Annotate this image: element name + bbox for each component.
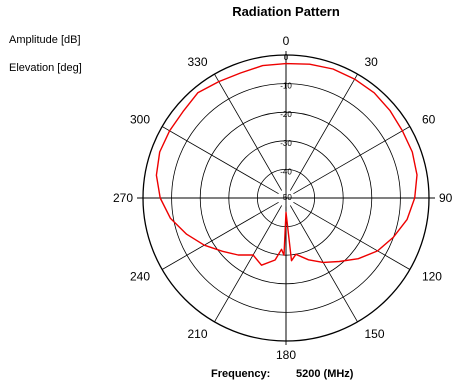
radial-tick-label: 0 — [284, 53, 289, 62]
frequency-value: 5200 (MHz) — [296, 368, 354, 380]
grid-spoke — [293, 126, 411, 195]
grid-spoke — [289, 205, 358, 323]
angle-tick-label: 210 — [187, 327, 207, 341]
polar-grid — [137, 51, 435, 345]
pattern-line — [155, 62, 418, 266]
grid-spoke — [289, 73, 358, 191]
radial-tick-labels: 0 -10 -20 -30 -40 -50 — [280, 53, 292, 202]
series-layer — [155, 62, 418, 266]
radial-tick-label: -30 — [280, 139, 292, 148]
elevation-label: Elevation [deg] — [9, 62, 82, 74]
angle-tick-label: 0 — [283, 34, 290, 48]
angle-tick-label: 330 — [187, 55, 207, 69]
radial-tick-label: -10 — [280, 82, 292, 91]
angle-tick-label: 300 — [130, 113, 150, 127]
radial-tick-label: -20 — [280, 110, 292, 119]
angle-tick-label: 240 — [130, 270, 150, 284]
angle-tick-label: 150 — [365, 327, 385, 341]
grid-spoke — [161, 126, 279, 195]
amplitude-label: Amplitude [dB] — [9, 34, 81, 46]
radial-tick-label: -50 — [280, 193, 292, 202]
angle-tick-label: 270 — [113, 191, 133, 205]
grid-spoke — [161, 201, 279, 270]
grid-spoke — [293, 201, 411, 270]
angle-tick-label: 120 — [422, 270, 442, 284]
angle-tick-labels: 0 30 60 90 120 150 180 210 240 270 300 330 — [113, 34, 453, 362]
radial-tick-label: -40 — [280, 167, 292, 176]
angle-tick-label: 90 — [439, 191, 453, 205]
grid-spoke — [214, 73, 283, 191]
angle-tick-label: 30 — [365, 55, 379, 69]
angle-tick-label: 60 — [422, 113, 436, 127]
angle-tick-label: 180 — [276, 348, 296, 362]
grid-spoke — [214, 205, 283, 323]
frequency-label: Frequency: — [211, 368, 271, 380]
chart-title: Radiation Pattern — [232, 4, 340, 19]
